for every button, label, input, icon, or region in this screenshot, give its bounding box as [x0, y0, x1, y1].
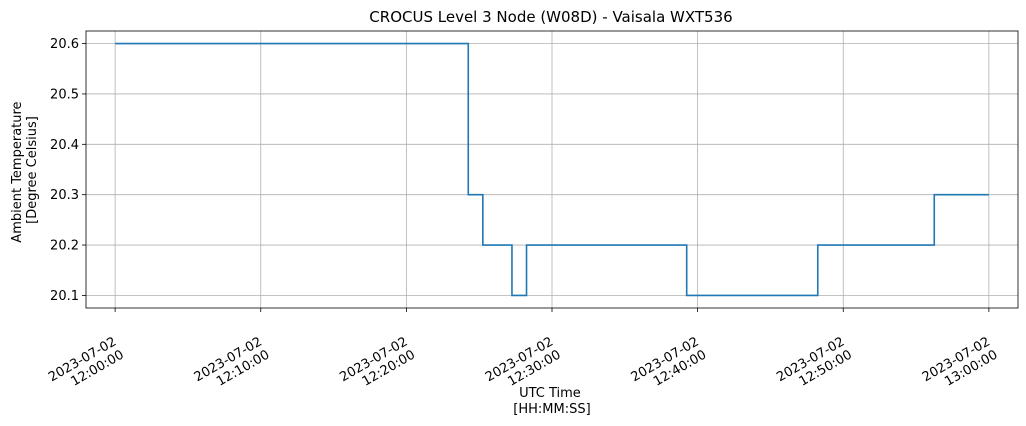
y-tick-label: 20.2 [50, 239, 79, 254]
y-tick-label: 20.1 [50, 289, 79, 304]
chart-title: CROCUS Level 3 Node (W08D) - Vaisala WXT… [369, 8, 732, 26]
y-tick-label: 20.5 [50, 87, 79, 102]
x-axis-label: UTC Time [HH:MM:SS] [513, 386, 590, 417]
y-tick-label: 20.6 [50, 37, 79, 52]
series-line [115, 42, 989, 297]
y-axis-label-line-1: Ambient Temperature [10, 101, 25, 242]
x-axis-label-line-2: [HH:MM:SS] [513, 402, 590, 417]
y-tick-label: 20.4 [50, 138, 79, 153]
y-axis-label: Ambient Temperature [Degree Celsius] [10, 97, 40, 242]
grid [86, 31, 1018, 308]
series-layer [115, 42, 989, 297]
y-axis-label-line-2: [Degree Celsius] [25, 116, 40, 224]
x-axis-label-line-1: UTC Time [519, 386, 581, 401]
y-tick-label: 20.3 [50, 188, 79, 203]
